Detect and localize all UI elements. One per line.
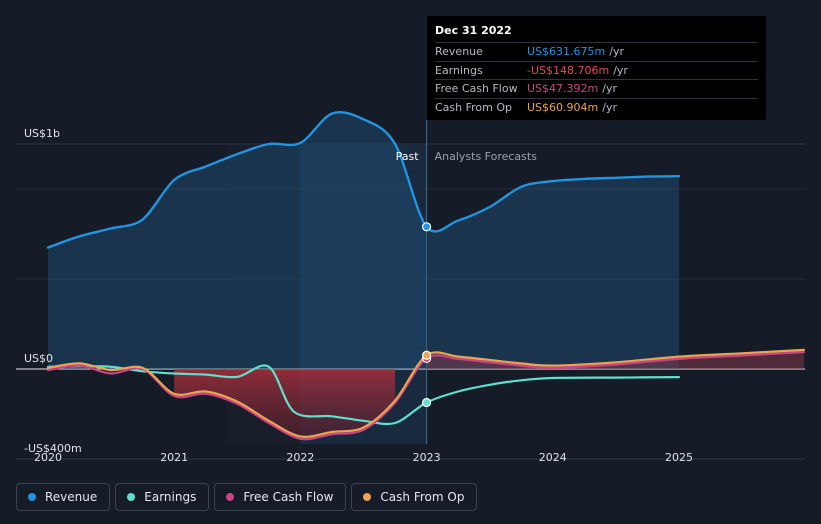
- x-axis-tick-label: 2021: [160, 451, 188, 464]
- tooltip-label: Revenue: [435, 45, 483, 58]
- legend-item-revenue[interactable]: Revenue: [16, 483, 111, 511]
- legend-label: Cash From Op: [380, 490, 465, 504]
- free-cash-flow-dot-icon: [226, 493, 235, 501]
- revenue-dot-icon: [28, 493, 36, 501]
- tooltip-unit: /yr: [609, 45, 624, 58]
- tooltip-value: -US$148.706m: [527, 63, 610, 77]
- negative-cashflow-area: [174, 369, 396, 440]
- legend: Revenue Earnings Free Cash Flow Cash Fro…: [16, 483, 478, 511]
- tooltip-row-free-cash-flow: Free Cash Flow US$47.392m /yr: [435, 79, 758, 98]
- revenue-area: [48, 112, 679, 369]
- x-axis-tick-label: 2024: [539, 451, 567, 464]
- legend-item-earnings[interactable]: Earnings: [115, 483, 210, 511]
- past-label: Past: [396, 150, 420, 163]
- x-axis-tick-label: 2025: [665, 451, 693, 464]
- tooltip-unit: /yr: [613, 63, 628, 77]
- legend-label: Revenue: [45, 490, 98, 504]
- legend-item-free-cash-flow[interactable]: Free Cash Flow: [214, 483, 347, 511]
- tooltip-row-revenue: Revenue US$631.675m /yr: [435, 42, 758, 61]
- tooltip: Dec 31 2022 Revenue US$631.675m /yr Earn…: [427, 16, 766, 120]
- y-axis-label: US$0: [24, 352, 53, 365]
- earnings-marker: [422, 397, 432, 408]
- cash-from-op-dot-icon: [363, 493, 372, 501]
- tooltip-row-cash-from-op: Cash From Op US$60.904m /yr: [435, 97, 758, 117]
- x-axis-tick-label: 2022: [286, 451, 314, 464]
- cash-from-op-line: [46, 348, 805, 438]
- tooltip-label: Free Cash Flow: [435, 82, 518, 95]
- x-axis-tick-label: 2020: [34, 451, 62, 464]
- legend-label: Earnings: [144, 490, 197, 504]
- tooltip-value: US$47.392m: [527, 82, 599, 95]
- forecast-label: Analysts Forecasts: [435, 150, 538, 163]
- earnings-dot-icon: [127, 493, 136, 501]
- tooltip-value: US$631.675m: [527, 45, 606, 58]
- x-axis-tick-label: 2023: [413, 451, 441, 464]
- tooltip-unit: /yr: [602, 82, 617, 95]
- tooltip-date: Dec 31 2022: [435, 24, 512, 37]
- y-axis-label: US$1b: [24, 127, 60, 140]
- legend-item-cash-from-op[interactable]: Cash From Op: [351, 483, 478, 511]
- tooltip-label: Cash From Op: [435, 100, 513, 114]
- tooltip-label: Earnings: [435, 63, 483, 77]
- tooltip-unit: /yr: [602, 100, 617, 114]
- revenue-marker: [422, 222, 432, 232]
- cash-from-op-marker: [422, 350, 432, 360]
- y-axis-label: -US$400m: [24, 442, 82, 455]
- tooltip-row-earnings: Earnings -US$148.706m /yr: [435, 60, 758, 80]
- revenue-line: [46, 111, 681, 249]
- legend-label: Free Cash Flow: [243, 490, 334, 504]
- earnings-line: [46, 364, 681, 426]
- tooltip-value: US$60.904m: [527, 100, 599, 114]
